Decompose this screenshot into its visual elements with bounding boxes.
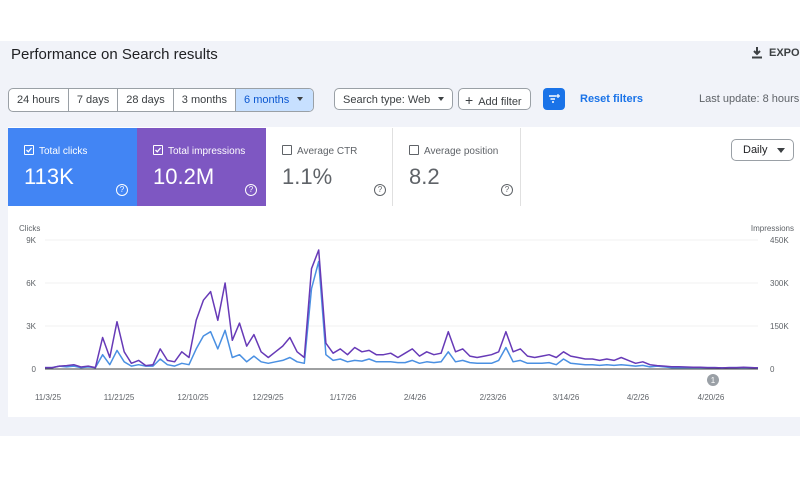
checkbox-unchecked-icon: [282, 145, 292, 155]
metric-label: Average CTR: [297, 146, 358, 157]
filter-list-icon: [549, 94, 560, 103]
metric-value: 1.1%: [282, 164, 333, 189]
chevron-down-icon: [297, 97, 304, 101]
metric-total-clicks[interactable]: Total clicks 113K ?: [8, 128, 137, 206]
range-6-months[interactable]: 6 months: [236, 89, 314, 111]
metric-value: 8.2: [409, 164, 440, 189]
metric-value: 113K: [24, 164, 74, 189]
search-type-label: Search type: Web: [343, 94, 431, 106]
range-3-months[interactable]: 3 months: [174, 89, 237, 111]
granularity-label: Daily: [743, 144, 768, 156]
chevron-down-icon: [438, 97, 445, 101]
last-update-text: Last update: 8 hours ago: [699, 93, 800, 105]
metric-label: Total impressions: [168, 146, 246, 157]
date-range-selector: 24 hours 7 days 28 days 3 months 6 month…: [8, 88, 315, 112]
metric-value: 10.2M: [153, 164, 215, 189]
metric-label: Average position: [424, 146, 499, 157]
chevron-down-icon: [777, 148, 785, 153]
checkbox-checked-icon: [24, 145, 34, 155]
download-icon: [752, 47, 762, 59]
granularity-dropdown[interactable]: Daily: [731, 139, 794, 161]
export-button[interactable]: EXPORT: [751, 46, 800, 59]
help-icon[interactable]: ?: [245, 184, 257, 196]
range-6-months-label: 6 months: [244, 94, 290, 106]
export-label: EXPORT: [769, 47, 800, 59]
plus-icon: +: [465, 92, 474, 108]
metric-total-impressions[interactable]: Total impressions 10.2M ?: [137, 128, 266, 206]
reset-filters-link[interactable]: Reset filters: [580, 93, 643, 105]
metric-average-ctr[interactable]: Average CTR 1.1% ?: [266, 128, 393, 206]
help-icon[interactable]: ?: [501, 184, 513, 196]
range-7-days[interactable]: 7 days: [69, 89, 119, 111]
range-28-days[interactable]: 28 days: [118, 89, 174, 111]
add-filter-label: Add filter: [478, 96, 522, 108]
help-icon[interactable]: ?: [116, 184, 128, 196]
add-filter-button[interactable]: + Add filter: [458, 88, 531, 110]
page-title: Performance on Search results: [11, 46, 218, 63]
checkbox-unchecked-icon: [409, 145, 419, 155]
checkbox-checked-icon: [153, 145, 163, 155]
metric-label: Total clicks: [39, 146, 88, 157]
search-type-dropdown[interactable]: Search type: Web: [334, 88, 454, 110]
help-icon[interactable]: ?: [374, 184, 386, 196]
range-24-hours[interactable]: 24 hours: [9, 89, 69, 111]
filter-settings-button[interactable]: [543, 88, 565, 110]
metric-average-position[interactable]: Average position 8.2 ?: [393, 128, 521, 206]
